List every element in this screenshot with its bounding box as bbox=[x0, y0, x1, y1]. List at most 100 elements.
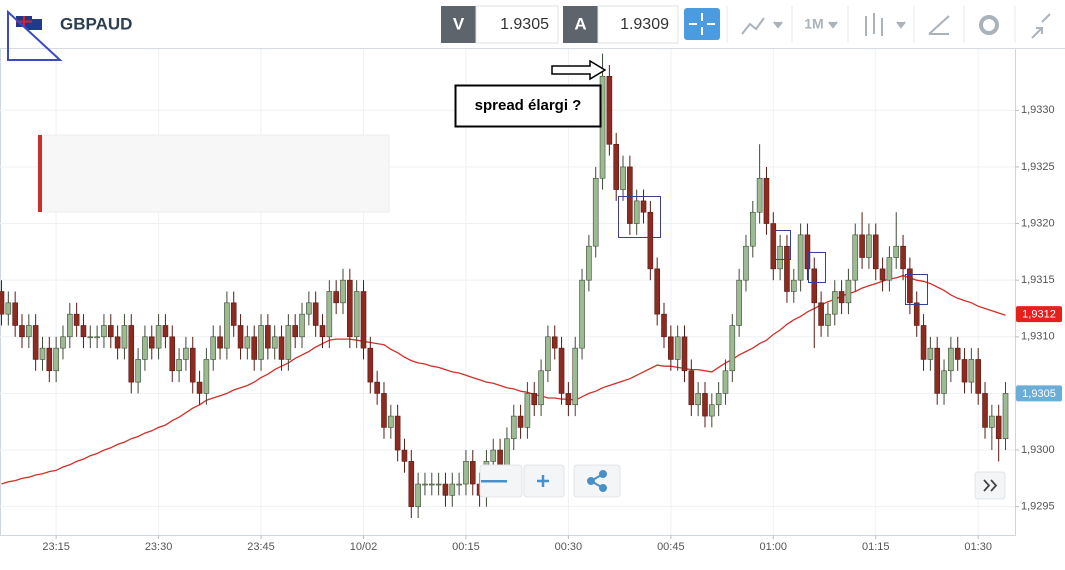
candle-body bbox=[312, 302, 319, 326]
x-tick-label: 01:00 bbox=[760, 541, 788, 553]
candle-body bbox=[989, 415, 995, 428]
x-tick-label: 01:15 bbox=[862, 541, 890, 553]
x-tick-label: 10/02 bbox=[350, 541, 378, 553]
candle-body bbox=[606, 76, 613, 145]
candle-type-caret bbox=[896, 21, 906, 29]
legend-panel bbox=[37, 134, 390, 213]
candle-body bbox=[388, 415, 394, 428]
candle-body bbox=[702, 393, 708, 417]
collapse-icon[interactable] bbox=[1031, 13, 1051, 39]
candle-body bbox=[203, 359, 210, 394]
candle-body bbox=[333, 291, 339, 304]
chart-type-caret bbox=[773, 21, 783, 29]
buy-label-box[interactable] bbox=[563, 6, 598, 43]
annotation-arrow bbox=[551, 59, 607, 81]
share-button[interactable] bbox=[573, 464, 621, 498]
candle-body bbox=[463, 461, 469, 485]
candle-type-icon[interactable] bbox=[865, 13, 883, 36]
candle-body bbox=[927, 347, 934, 360]
draw-tool-icon[interactable] bbox=[928, 15, 950, 35]
candle-body bbox=[838, 291, 845, 304]
share-icon bbox=[587, 470, 607, 492]
candle-body bbox=[866, 234, 872, 258]
candle-body bbox=[920, 325, 927, 360]
candle-body bbox=[5, 302, 12, 315]
settings-icon[interactable] bbox=[979, 15, 999, 35]
moving-average-line bbox=[1, 274, 1006, 485]
candle-body bbox=[565, 393, 572, 406]
candle-body bbox=[469, 461, 476, 485]
candle-body bbox=[299, 313, 305, 338]
candle-body bbox=[401, 449, 408, 462]
candle-body bbox=[456, 483, 462, 486]
candle-body bbox=[784, 245, 790, 292]
candle-body bbox=[613, 143, 620, 190]
candle-body bbox=[811, 268, 818, 304]
candle-body bbox=[135, 359, 141, 383]
toolbar-icons bbox=[741, 13, 1051, 39]
candle-body bbox=[271, 336, 278, 349]
candle-body bbox=[818, 302, 824, 326]
sell-price-box[interactable] bbox=[475, 5, 559, 44]
zoom-controls bbox=[479, 464, 621, 498]
candle-body bbox=[408, 461, 415, 507]
candle-body bbox=[934, 347, 941, 394]
candle-body bbox=[442, 483, 449, 496]
candle-body bbox=[510, 415, 517, 440]
candle-body bbox=[12, 302, 18, 326]
candle-body bbox=[183, 347, 189, 360]
annotation-box bbox=[454, 84, 602, 128]
candle-body bbox=[709, 404, 715, 417]
candle-body bbox=[961, 359, 968, 383]
candle-body bbox=[101, 325, 107, 338]
candle-body bbox=[743, 245, 749, 281]
candle-body bbox=[900, 245, 906, 270]
candle-body bbox=[319, 325, 326, 338]
price-tag bbox=[1016, 385, 1062, 402]
axes: 1,9295 1,9300 1,9305 1,9310 1,9315 1,9320 1,93… bbox=[42, 104, 1054, 553]
candle-body bbox=[995, 415, 1002, 440]
y-tick-label: 1,9310 bbox=[1021, 331, 1055, 343]
crosshair-button[interactable] bbox=[684, 8, 720, 40]
candle-body bbox=[572, 347, 579, 406]
candle-body bbox=[265, 325, 271, 349]
candle-body bbox=[19, 325, 25, 338]
candle-body bbox=[1002, 393, 1009, 440]
candle-body bbox=[831, 291, 838, 315]
candle-body bbox=[121, 325, 128, 349]
chart-type-icon[interactable] bbox=[741, 17, 765, 35]
buy-label: A bbox=[574, 14, 586, 33]
candle-body bbox=[907, 268, 913, 304]
candle-body bbox=[340, 279, 346, 304]
candle-body bbox=[53, 347, 59, 372]
candle-body bbox=[695, 393, 701, 406]
candle-body bbox=[73, 313, 80, 326]
sell-label-box[interactable] bbox=[441, 6, 476, 43]
buy-price-box[interactable] bbox=[597, 5, 679, 44]
buy-price: 1.9309 bbox=[620, 16, 669, 33]
drawn-rectangle bbox=[905, 274, 928, 305]
candle-body bbox=[142, 336, 148, 360]
candle-body bbox=[87, 336, 94, 339]
candle-body bbox=[94, 336, 100, 339]
candle-body bbox=[715, 393, 722, 406]
candle-body bbox=[674, 336, 681, 360]
candle-body bbox=[189, 347, 196, 383]
candle-body bbox=[128, 325, 135, 383]
candle-body bbox=[244, 336, 251, 349]
candle-body bbox=[668, 336, 674, 360]
drawn-rectangle bbox=[808, 252, 826, 283]
candle-body bbox=[620, 166, 626, 190]
drawn-rectangle bbox=[775, 230, 791, 260]
candle-body bbox=[859, 234, 865, 258]
candle-body bbox=[435, 483, 442, 486]
candle-body bbox=[654, 268, 660, 315]
candle-body bbox=[306, 302, 312, 315]
drawn-rectangle bbox=[618, 196, 661, 238]
timeframe[interactable]: 1M bbox=[804, 16, 823, 32]
timeframe-caret bbox=[828, 21, 838, 29]
candle-body bbox=[278, 336, 285, 360]
candle-body bbox=[60, 336, 66, 349]
candle-body bbox=[586, 245, 592, 281]
user-drawings bbox=[618, 196, 928, 305]
